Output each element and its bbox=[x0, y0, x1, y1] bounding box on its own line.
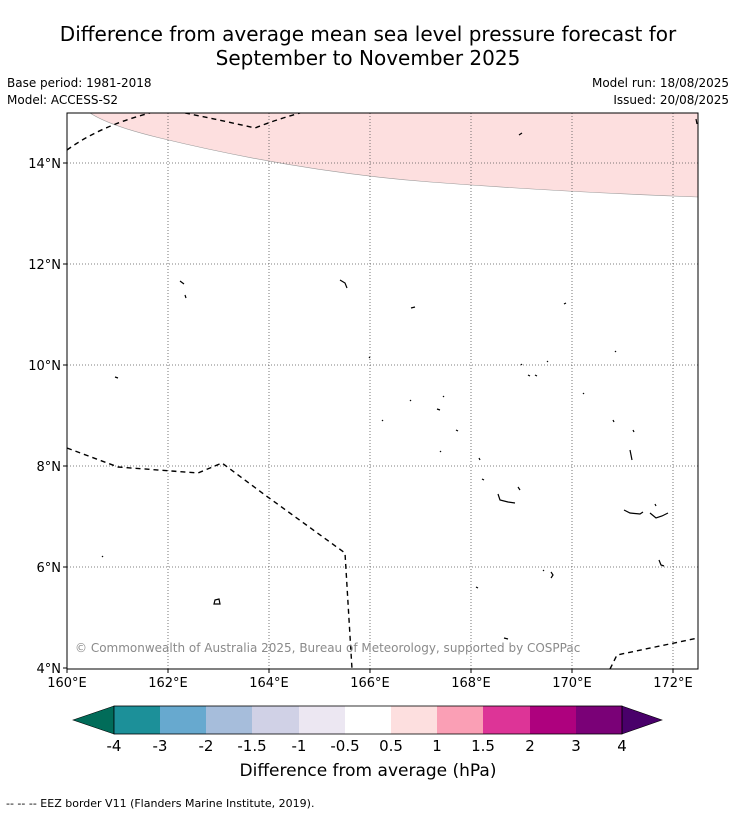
lon-tick-label: 160°E bbox=[47, 676, 87, 691]
title-line-1: Difference from average mean sea level p… bbox=[59, 22, 677, 46]
map-frame bbox=[66, 112, 699, 670]
colorbar-tick-label: -1 bbox=[292, 737, 307, 755]
lon-tick-label: 166°E bbox=[350, 676, 390, 691]
base-period: Base period: 1981-2018 bbox=[7, 76, 152, 90]
lon-tick-label: 162°E bbox=[148, 676, 188, 691]
lon-tick-label: 164°E bbox=[249, 676, 289, 691]
issued-date: Issued: 20/08/2025 bbox=[613, 93, 729, 107]
colorbar-segment bbox=[299, 706, 345, 734]
lat-tick-label: 10°N bbox=[28, 359, 61, 374]
colorbar-tick-label: -0.5 bbox=[330, 737, 359, 755]
colorbar-tick-label: -4 bbox=[107, 737, 122, 755]
eez-borders bbox=[67, 113, 698, 669]
lat-tick-label: 6°N bbox=[37, 561, 62, 576]
map-plot-area bbox=[67, 113, 698, 669]
colorbar-tick-label: -3 bbox=[153, 737, 168, 755]
colorbar-tick-label: 2 bbox=[525, 737, 535, 755]
islands bbox=[101, 118, 698, 640]
colorbar-segment bbox=[345, 706, 391, 734]
lon-tick-marks bbox=[66, 669, 674, 673]
colorbar-segment bbox=[530, 706, 576, 734]
model-run: Model run: 18/08/2025 bbox=[591, 76, 729, 90]
colorbar-high-extension bbox=[621, 705, 663, 735]
eez-legend-note: -- -- -- EEZ border V11 (Flanders Marine… bbox=[6, 797, 315, 810]
colorbar: -4 -3 -2 -1.5 -1 -0.5 0.5 1 1.5 2 3 4 bbox=[72, 705, 663, 755]
colorbar-segment bbox=[252, 706, 299, 734]
colorbar-segment bbox=[576, 706, 622, 734]
colorbar-tick-label: 1 bbox=[432, 737, 442, 755]
lon-tick-label: 172°E bbox=[653, 676, 693, 691]
colorbar-low-extension bbox=[72, 705, 115, 735]
copyright-notice: © Commonwealth of Australia 2025, Bureau… bbox=[75, 641, 581, 655]
title-line-2: September to November 2025 bbox=[215, 46, 521, 70]
lon-tick-label: 170°E bbox=[552, 676, 592, 691]
gridlines bbox=[67, 113, 698, 669]
colorbar-tick-label: 0.5 bbox=[379, 737, 403, 755]
lat-tick-labels: 14°N 12°N 10°N 8°N 6°N 4°N bbox=[28, 157, 61, 677]
anomaly-shaded-region bbox=[90, 113, 698, 197]
colorbar-tick-label: 4 bbox=[617, 737, 627, 755]
colorbar-tick-label: 1.5 bbox=[471, 737, 495, 755]
colorbar-outline bbox=[113, 705, 623, 735]
colorbar-tick-label: -1.5 bbox=[237, 737, 266, 755]
colorbar-segment bbox=[483, 706, 530, 734]
anomaly-region-edge bbox=[89, 113, 698, 198]
colorbar-title: Difference from average (hPa) bbox=[239, 761, 497, 781]
colorbar-segment bbox=[114, 706, 160, 734]
lon-tick-labels: 160°E 162°E 164°E 166°E 168°E 170°E 172°… bbox=[47, 676, 693, 691]
colorbar-segment bbox=[206, 706, 252, 734]
lat-tick-label: 12°N bbox=[28, 258, 61, 273]
colorbar-tick-labels: -4 -3 -2 -1.5 -1 -0.5 0.5 1 1.5 2 3 4 bbox=[107, 737, 627, 755]
lat-tick-label: 4°N bbox=[37, 662, 62, 677]
lon-tick-label: 168°E bbox=[451, 676, 491, 691]
model-name: Model: ACCESS-S2 bbox=[7, 93, 119, 107]
meta-right: Model run: 18/08/2025 Issued: 20/08/2025 bbox=[592, 75, 729, 109]
colorbar-segment bbox=[160, 706, 206, 734]
colorbar-tick-label: -2 bbox=[199, 737, 214, 755]
colorbar-tick-label: 3 bbox=[571, 737, 581, 755]
lat-tick-label: 8°N bbox=[37, 460, 62, 475]
colorbar-segment bbox=[437, 706, 483, 734]
map-title: Difference from average mean sea level p… bbox=[0, 22, 736, 70]
colorbar-segment bbox=[391, 706, 437, 734]
lat-tick-marks bbox=[63, 162, 67, 669]
meta-left: Base period: 1981-2018 Model: ACCESS-S2 bbox=[7, 75, 152, 109]
lat-tick-label: 14°N bbox=[28, 157, 61, 172]
